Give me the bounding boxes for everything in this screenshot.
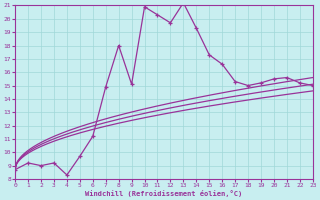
X-axis label: Windchill (Refroidissement éolien,°C): Windchill (Refroidissement éolien,°C) [85,190,243,197]
